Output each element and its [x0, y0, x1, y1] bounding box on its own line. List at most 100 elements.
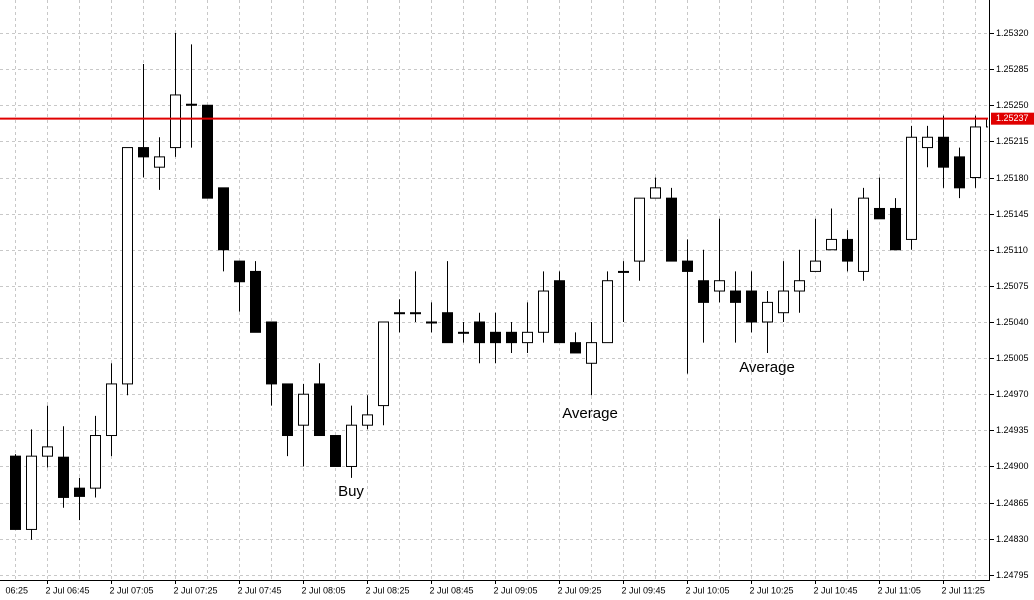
candle-body — [778, 290, 789, 314]
candle-body — [234, 260, 245, 283]
candle-body — [298, 393, 309, 426]
candle-body — [698, 280, 709, 303]
x-tick-label: 2 Jul 10:05 — [686, 585, 730, 595]
x-tick-label: 2 Jul 07:25 — [174, 585, 218, 595]
candle-body — [490, 331, 501, 344]
candle-body — [202, 104, 213, 199]
y-tick-label: 1.24970 — [996, 389, 1029, 399]
y-tick-label: 1.25320 — [996, 28, 1029, 38]
candle-body — [186, 103, 197, 106]
candle-body — [858, 197, 869, 272]
candle-body — [810, 260, 821, 272]
annotation: Average — [739, 359, 795, 376]
y-tick-label: 1.25180 — [996, 173, 1029, 183]
candle-body — [650, 187, 661, 199]
candle-body — [218, 187, 229, 251]
x-tick-label: 2 Jul 09:25 — [558, 585, 602, 595]
candle-body — [842, 238, 853, 262]
candle-body — [906, 136, 917, 240]
x-tick-label: 2 Jul 06:45 — [46, 585, 90, 595]
candle-body — [58, 456, 69, 498]
candle-body — [330, 435, 341, 467]
candle-body — [666, 197, 677, 262]
candle-body — [458, 331, 469, 334]
x-tick-label: 2 Jul 08:25 — [366, 585, 410, 595]
annotation: Buy — [338, 483, 364, 500]
candle-body — [474, 321, 485, 344]
candle-body — [826, 238, 837, 251]
candle-body — [586, 342, 597, 364]
candle-body — [938, 136, 949, 168]
y-tick-label: 1.24830 — [996, 534, 1029, 544]
candle-body — [506, 331, 517, 344]
candle-body — [26, 455, 37, 530]
x-tick-label: 2 Jul 09:45 — [622, 585, 666, 595]
candle-body — [346, 424, 357, 467]
candle-body — [74, 487, 85, 497]
candle-body — [442, 312, 453, 344]
candle-body — [250, 270, 261, 333]
candle-body — [90, 435, 101, 489]
candle-body — [746, 290, 757, 323]
candle-body — [970, 126, 981, 179]
x-tick-label: 2 Jul 11:05 — [878, 585, 921, 595]
candle-body — [570, 342, 581, 354]
y-tick-label: 1.25215 — [996, 136, 1029, 146]
candles — [0, 33, 988, 540]
y-tick-label: 1.25075 — [996, 281, 1029, 291]
candle-body — [922, 136, 933, 149]
candle-body — [554, 280, 565, 344]
candle-body — [394, 312, 405, 315]
candle-body — [266, 321, 277, 385]
candle-body — [682, 260, 693, 272]
candle-body — [986, 118, 988, 128]
price-label-box — [991, 112, 1034, 125]
x-tick-label: 2 Jul 10:25 — [750, 585, 794, 595]
x-tick-label: 2 Jul 07:05 — [110, 585, 154, 595]
y-tick-label: 1.24865 — [996, 498, 1029, 508]
candle-body — [794, 280, 805, 292]
candle-body — [762, 301, 773, 323]
candle-body — [618, 270, 629, 273]
x-tick-label: 2 Jul 09:05 — [494, 585, 538, 595]
y-tick-label: 1.25145 — [996, 209, 1029, 219]
candle-body — [714, 280, 725, 292]
candle-body — [522, 331, 533, 344]
candle-body — [362, 414, 373, 426]
y-tick-label: 1.25005 — [996, 353, 1029, 363]
y-tick-label: 1.24935 — [996, 425, 1029, 435]
x-tick-label: 2 Jul 08:45 — [430, 585, 474, 595]
y-tick-label: 1.25250 — [996, 100, 1029, 110]
annotation: Average — [562, 405, 618, 422]
y-tick-label: 1.25040 — [996, 317, 1029, 327]
candle-body — [730, 290, 741, 303]
candle-body — [170, 94, 181, 149]
candle-body — [954, 156, 965, 189]
candle-body — [154, 156, 165, 168]
candle-body — [634, 197, 645, 262]
price-label: 1.25237 — [996, 113, 1029, 123]
candle-body — [426, 321, 437, 324]
x-tick-label: 06:25 — [5, 585, 28, 595]
x-tick-label: 2 Jul 07:45 — [238, 585, 282, 595]
candle-body — [10, 455, 21, 530]
y-tick-label: 1.24795 — [996, 570, 1029, 580]
x-tick-label: 2 Jul 08:05 — [302, 585, 346, 595]
candle-body — [874, 207, 885, 220]
y-tick-label: 1.25110 — [996, 245, 1028, 255]
x-tick-label: 2 Jul 11:25 — [942, 585, 985, 595]
candle-body — [410, 312, 421, 315]
candle-body — [314, 383, 325, 437]
candle-body — [538, 290, 549, 333]
candle-body — [138, 147, 149, 158]
candle-body — [282, 383, 293, 437]
y-tick-label: 1.25285 — [996, 64, 1029, 74]
candle-body — [890, 207, 901, 251]
candle-body — [602, 280, 613, 344]
grid — [0, 0, 988, 580]
candle-body — [122, 147, 133, 385]
candle-body — [42, 446, 53, 457]
x-tick-label: 2 Jul 10:45 — [814, 585, 858, 595]
candle-body — [378, 321, 389, 407]
